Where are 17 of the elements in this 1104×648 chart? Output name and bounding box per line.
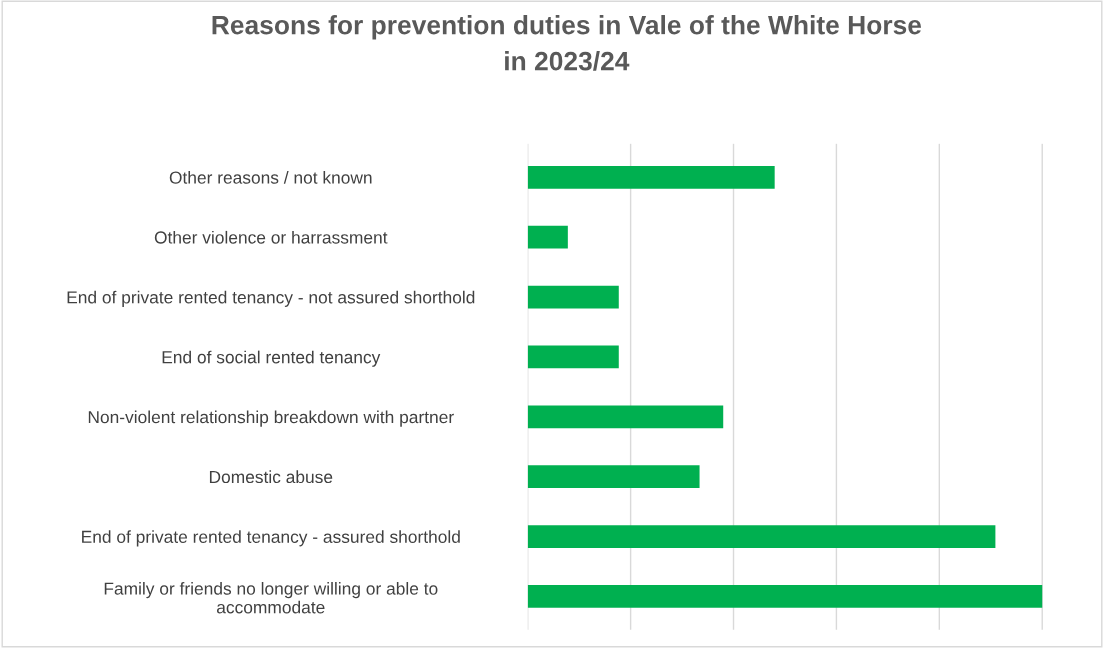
- y-tick-label: Other violence or harrassment: [154, 230, 388, 244]
- bar: [527, 165, 775, 189]
- bar: [527, 225, 568, 249]
- bar: [527, 585, 1043, 608]
- bar: [527, 345, 619, 369]
- y-tick-label: End of private rented tenancy - assured shorthold: [82, 530, 460, 547]
- bar: [527, 525, 996, 548]
- chart-title: Reasons for prevention duties in Vale of the White Horse in 2023/24: [212, 15, 922, 71]
- y-tick-label: End of social rented tenancy: [162, 350, 381, 367]
- y-tick-label: Non-violent relationship breakdown with partner: [88, 410, 454, 427]
- y-tick-label: Family or friends no longer willing or able to accommodate: [104, 582, 438, 614]
- bar: [527, 285, 619, 309]
- bar: [527, 405, 724, 429]
- y-tick-label: Other reasons / not known: [169, 171, 372, 184]
- y-tick-label: Domestic abuse: [209, 470, 333, 484]
- bar: [527, 465, 700, 489]
- y-tick-label: End of private rented tenancy - not assured shorthold: [67, 290, 475, 307]
